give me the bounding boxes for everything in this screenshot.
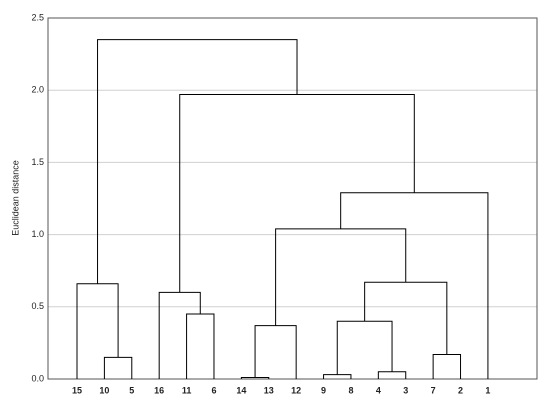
dendrogram-link bbox=[340, 192, 489, 379]
x-tick-label: 7 bbox=[431, 385, 436, 395]
dendrogram-link bbox=[103, 356, 133, 379]
plot-frame bbox=[47, 17, 538, 380]
y-axis-label: Euclidean distance bbox=[10, 160, 20, 236]
x-tick-label: 3 bbox=[403, 385, 408, 395]
x-tick-label: 6 bbox=[211, 385, 216, 395]
x-tick-label: 15 bbox=[72, 385, 82, 395]
y-tick-label: 1.0 bbox=[31, 229, 44, 239]
dendrogram-link bbox=[97, 39, 298, 284]
dendrogram-link bbox=[179, 94, 415, 293]
dendrogram-link bbox=[275, 228, 407, 326]
x-tick-label: 16 bbox=[154, 385, 164, 395]
y-tick-label: 1.5 bbox=[31, 157, 44, 167]
dendrogram-link bbox=[323, 374, 352, 379]
x-tick-label: 14 bbox=[236, 385, 246, 395]
dendrogram-link bbox=[158, 291, 201, 379]
dendrogram-link bbox=[432, 353, 462, 379]
x-tick-label: 9 bbox=[321, 385, 326, 395]
x-tick-label: 1 bbox=[485, 385, 490, 395]
x-tick-label: 12 bbox=[291, 385, 301, 395]
dendrogram-link bbox=[336, 320, 393, 375]
y-tick-label: 0.5 bbox=[31, 301, 44, 311]
x-tick-label: 2 bbox=[458, 385, 463, 395]
dendrogram-link bbox=[364, 281, 448, 355]
x-tick-label: 8 bbox=[348, 385, 353, 395]
x-tick-label: 11 bbox=[182, 385, 192, 395]
dendrogram-link bbox=[377, 371, 407, 379]
x-tick-label: 4 bbox=[376, 385, 381, 395]
dendrogram-link bbox=[76, 283, 119, 379]
dendrogram-link bbox=[254, 325, 297, 379]
y-tick-label: 2.0 bbox=[31, 85, 44, 95]
x-tick-label: 10 bbox=[99, 385, 109, 395]
x-tick-label: 13 bbox=[264, 385, 274, 395]
y-tick-label: 2.5 bbox=[31, 12, 44, 22]
x-tick-label: 5 bbox=[129, 385, 134, 395]
dendrogram-link bbox=[186, 313, 215, 379]
y-tick-label: 0.0 bbox=[31, 373, 44, 383]
